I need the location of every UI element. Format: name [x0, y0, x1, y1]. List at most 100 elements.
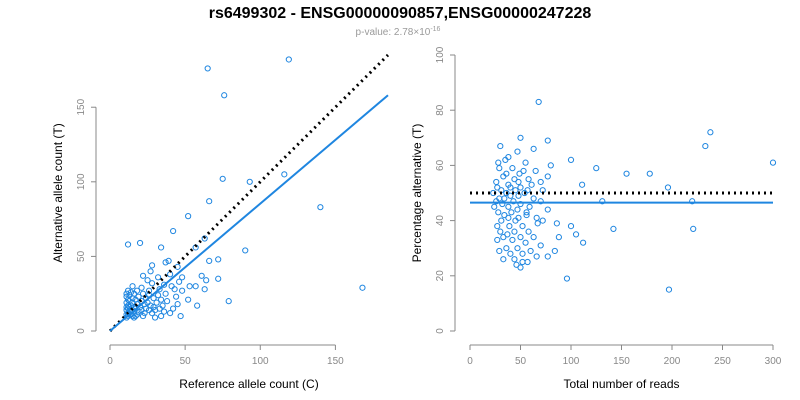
- r-scatter-point: [525, 228, 532, 235]
- r-scatter-point: [524, 258, 531, 266]
- r-scatter-point: [523, 209, 530, 216]
- r-scatter-point: [511, 176, 518, 183]
- right-y-ticks: 0 20 40 60 80 100: [435, 46, 455, 334]
- subtitle-prefix: p-value: 2.78×10: [356, 27, 431, 38]
- r-scatter-point: [497, 228, 504, 235]
- l-scatter-point: [151, 314, 159, 321]
- r-x-tick-label: 50: [515, 356, 527, 367]
- r-scatter-point: [665, 286, 673, 293]
- l-scatter-point: [123, 304, 130, 311]
- l-y-tick-label: 100: [76, 173, 87, 190]
- left-y-ticks: 0 50 100 150: [76, 98, 96, 334]
- r-scatter-point: [517, 184, 524, 191]
- r-y-tick-label: 0: [435, 328, 446, 334]
- l-scatter-point: [132, 312, 139, 320]
- l-scatter-point: [144, 277, 151, 284]
- r-scatter-point: [500, 173, 507, 180]
- r-scatter-point: [579, 181, 586, 188]
- l-y-tick-label: 0: [76, 328, 87, 334]
- r-scatter-point: [507, 250, 514, 257]
- l-scatter-point: [123, 299, 130, 306]
- r-scatter-point: [519, 250, 526, 257]
- l-scatter-point: [246, 178, 253, 185]
- r-scatter-point: [599, 198, 606, 205]
- l-scatter-point: [215, 275, 222, 282]
- l-scatter-point: [206, 198, 213, 205]
- r-scatter-point: [515, 178, 522, 186]
- r-scatter-point: [495, 159, 502, 166]
- r-scatter-point: [507, 184, 514, 191]
- l-scatter-point: [162, 290, 169, 297]
- l-scatter-point: [167, 271, 174, 278]
- r-scatter-point: [498, 217, 505, 224]
- r-scatter-point: [523, 211, 530, 219]
- r-scatter-point: [494, 184, 501, 191]
- r-scatter-point: [493, 178, 500, 186]
- l-scatter-point: [157, 296, 165, 303]
- l-scatter-point: [206, 257, 213, 264]
- r-scatter-point: [503, 189, 510, 197]
- l-scatter-point: [148, 309, 156, 317]
- r-scatter-point: [690, 225, 697, 232]
- r-scatter-point: [544, 206, 551, 213]
- l-scatter-point: [225, 298, 232, 305]
- r-scatter-point: [593, 165, 600, 172]
- left-reference-line: [108, 53, 390, 333]
- r-scatter-point: [530, 195, 537, 202]
- r-scatter-point: [646, 170, 653, 177]
- r-x-tick-label: 150: [613, 356, 630, 367]
- left-y-axis-label: Alternative allele count (T): [51, 123, 65, 262]
- l-scatter-point: [160, 281, 168, 288]
- l-scatter-point: [201, 235, 208, 242]
- r-scatter-point: [539, 217, 546, 224]
- l-scatter-point: [285, 56, 292, 63]
- l-scatter-point: [221, 92, 228, 99]
- r-y-tick-label: 20: [435, 270, 446, 282]
- r-scatter-point: [551, 247, 558, 255]
- l-x-tick-label: 50: [180, 356, 192, 367]
- r-y-tick-label: 40: [435, 215, 446, 227]
- r-scatter-point: [514, 245, 521, 252]
- l-scatter-point: [150, 304, 157, 311]
- right-panel: 0 50 100 150 200 250 300 0 20 40 60 80 100 Total nu…: [410, 46, 782, 391]
- r-scatter-point: [494, 236, 501, 244]
- r-scatter-point: [522, 239, 529, 246]
- l-scatter-point: [148, 280, 156, 287]
- l-scatter-point: [154, 274, 162, 281]
- r-scatter-point: [511, 228, 518, 235]
- r-scatter-point: [537, 178, 544, 186]
- r-scatter-point: [495, 209, 502, 216]
- r-x-tick-label: 300: [765, 356, 782, 367]
- r-scatter-point: [514, 206, 521, 213]
- l-scatter-point: [154, 292, 162, 299]
- r-scatter-point: [533, 253, 540, 260]
- left-scatter-points: [123, 56, 366, 321]
- r-scatter-point: [555, 234, 562, 241]
- l-scatter-point: [129, 283, 136, 290]
- r-scatter-point: [510, 198, 517, 205]
- r-scatter-point: [610, 225, 617, 232]
- r-scatter-point: [567, 156, 575, 163]
- l-scatter-point: [167, 309, 174, 317]
- r-scatter-point: [520, 167, 527, 175]
- r-scatter-point: [572, 231, 580, 238]
- r-scatter-point: [500, 234, 507, 241]
- l-scatter-point: [317, 204, 324, 211]
- r-scatter-point: [502, 156, 509, 163]
- r-scatter-point: [517, 234, 524, 241]
- r-scatter-point: [563, 275, 571, 282]
- r-x-tick-label: 100: [563, 356, 580, 367]
- r-y-tick-label: 100: [435, 46, 446, 63]
- r-scatter-point: [544, 137, 551, 144]
- l-scatter-point: [198, 272, 205, 279]
- r-y-tick-label: 60: [435, 159, 446, 171]
- r-scatter-point: [503, 245, 510, 252]
- l-scatter-point: [185, 213, 192, 220]
- r-scatter-point: [532, 167, 539, 175]
- r-scatter-point: [522, 159, 529, 166]
- r-scatter-point: [506, 223, 513, 230]
- r-scatter-point: [537, 242, 544, 249]
- l-scatter-point: [139, 272, 147, 279]
- l-scatter-point: [157, 244, 165, 251]
